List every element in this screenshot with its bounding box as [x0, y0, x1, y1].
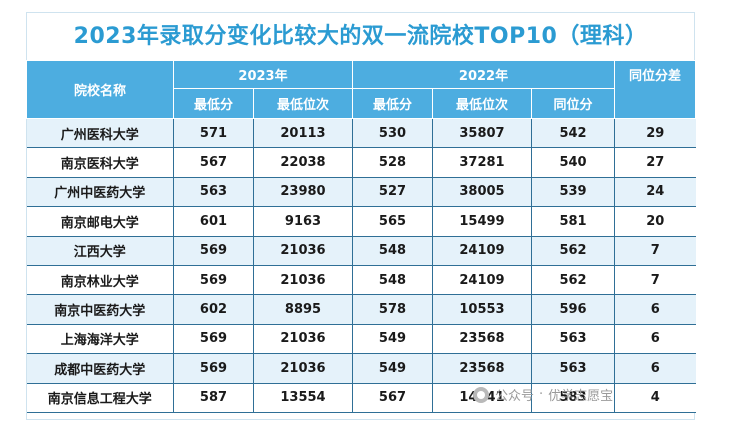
cell-min-score-2022: 527 — [352, 177, 433, 208]
cell-min-score-2022: 567 — [352, 383, 433, 413]
cell-min-rank-2023: 20113 — [253, 118, 353, 149]
table-row: 成都中医药大学 569 21036 549 23568 563 6 — [26, 353, 696, 384]
table-row: 上海海洋大学 569 21036 549 23568 563 6 — [26, 324, 696, 355]
table-row: 南京医科大学 567 22038 528 37281 540 27 — [26, 147, 696, 178]
header-score-diff: 同位分差 — [614, 60, 697, 119]
table-row: 广州中医药大学 563 23980 527 38005 539 24 — [26, 177, 696, 208]
table-row: 南京林业大学 569 21036 548 24109 562 7 — [26, 265, 696, 296]
cell-min-rank-2022: 35807 — [432, 118, 532, 149]
cell-equiv-score: 540 — [530, 147, 615, 178]
cell-min-rank-2022: 24109 — [432, 236, 532, 266]
cell-min-score-2022: 548 — [352, 236, 433, 266]
cell-min-score-2022: 528 — [352, 147, 433, 178]
cell-min-rank-2022: 23568 — [432, 324, 532, 355]
cell-min-rank-2023: 13554 — [253, 383, 353, 413]
watermark-public: 公众号 — [495, 389, 535, 404]
cell-equiv-score: 596 — [530, 294, 615, 325]
cell-min-rank-2023: 9163 — [253, 206, 353, 237]
cell-equiv-score: 581 — [530, 206, 615, 237]
cell-school: 广州中医药大学 — [26, 177, 174, 208]
cell-school: 南京中医药大学 — [26, 294, 174, 325]
cell-equiv-score: 562 — [530, 265, 615, 296]
cell-score-diff: 24 — [614, 177, 696, 208]
header-year-2022: 2022年 — [351, 60, 616, 89]
table-row: 南京邮电大学 601 9163 565 15499 581 20 — [26, 206, 696, 237]
header-year-2023: 2023年 — [173, 60, 353, 89]
cell-min-score-2022: 548 — [352, 265, 433, 296]
cell-min-rank-2023: 23980 — [253, 177, 353, 208]
cell-min-rank-2023: 21036 — [253, 324, 353, 355]
cell-min-score-2022: 565 — [352, 206, 433, 237]
wechat-logo-icon — [473, 386, 489, 403]
cell-min-rank-2022: 37281 — [432, 147, 532, 178]
cell-min-score-2023: 569 — [173, 324, 254, 355]
cell-min-rank-2022: 24109 — [432, 265, 532, 296]
table-body: 广州医科大学 571 20113 530 35807 542 29 南京医科大学 567 2203… — [26, 118, 696, 413]
cell-min-rank-2023: 22038 — [253, 147, 353, 178]
header-min-score-2023: 最低分 — [173, 88, 254, 119]
cell-min-score-2023: 569 — [173, 236, 254, 266]
header-min-score-2022: 最低分 — [352, 88, 433, 119]
cell-min-score-2022: 578 — [352, 294, 433, 325]
watermark-sep: · — [539, 387, 544, 402]
cell-min-score-2023: 567 — [173, 147, 254, 178]
cell-min-rank-2023: 8895 — [253, 294, 353, 325]
cell-min-score-2022: 549 — [352, 353, 433, 384]
cell-school: 成都中医药大学 — [26, 353, 174, 384]
cell-equiv-score: 563 — [530, 324, 615, 355]
header-school: 院校名称 — [26, 60, 174, 119]
page-title: 2023年录取分变化比较大的双一流院校TOP10（理科） — [73, 24, 648, 49]
cell-score-diff: 6 — [614, 294, 696, 325]
cell-score-diff: 6 — [614, 353, 696, 384]
cell-equiv-score: 542 — [530, 118, 615, 149]
cell-equiv-score: 539 — [530, 177, 615, 208]
cell-school: 南京医科大学 — [26, 147, 174, 178]
table-row: 南京信息工程大学58713554567146415834 — [26, 383, 696, 413]
table-row: 南京中医药大学 602 8895 578 10553 596 6 — [26, 294, 696, 325]
header-min-rank-2022: 最低位次 — [432, 88, 532, 119]
cell-min-score-2022: 549 — [352, 324, 433, 355]
cell-min-rank-2023: 21036 — [253, 265, 353, 296]
table-row: 江西大学 569 21036 548 24109 562 7 — [26, 236, 696, 266]
watermark-name: 优学志愿宝 — [548, 389, 614, 404]
cell-min-score-2023: 587 — [173, 383, 254, 413]
cell-min-rank-2023: 21036 — [253, 353, 353, 384]
cell-equiv-score: 562 — [530, 236, 615, 266]
cell-score-diff: 29 — [614, 118, 696, 149]
cell-score-diff: 7 — [614, 265, 696, 296]
ranking-table: 院校名称 2023年 2022年 同位分差 最低分 最低位次 最低分 最低位次 … — [26, 60, 697, 413]
cell-equiv-score: 583 — [530, 383, 615, 413]
cell-min-score-2023: 571 — [173, 118, 254, 149]
cell-min-rank-2022: 23568 — [432, 353, 532, 384]
cell-min-score-2023: 563 — [173, 177, 254, 208]
cell-min-score-2023: 569 — [173, 265, 254, 296]
cell-score-diff: 20 — [614, 206, 696, 237]
cell-min-score-2023: 601 — [173, 206, 254, 237]
cell-school: 上海海洋大学 — [26, 324, 174, 355]
cell-min-score-2023: 602 — [173, 294, 254, 325]
cell-min-score-2023: 569 — [173, 353, 254, 384]
cell-score-diff: 7 — [614, 236, 696, 266]
cell-min-rank-2023: 21036 — [253, 236, 353, 266]
cell-min-rank-2022: 15499 — [432, 206, 532, 237]
cell-school: 南京邮电大学 — [26, 206, 174, 237]
table-row: 广州医科大学 571 20113 530 35807 542 29 — [26, 118, 696, 149]
cell-min-rank-2022: 38005 — [432, 177, 532, 208]
header-equiv-score: 同位分 — [530, 88, 616, 119]
cell-min-score-2022: 530 — [352, 118, 433, 149]
cell-score-diff: 4 — [614, 383, 696, 413]
cell-school: 广州医科大学 — [26, 118, 174, 149]
watermark: 公众号 · 优学志愿宝 — [473, 385, 618, 404]
header-min-rank-2023: 最低位次 — [253, 88, 353, 119]
cell-school: 南京信息工程大学 — [26, 383, 174, 413]
cell-school: 南京林业大学 — [26, 265, 174, 296]
cell-score-diff: 6 — [614, 324, 696, 355]
cell-score-diff: 27 — [614, 147, 696, 178]
cell-school: 江西大学 — [26, 236, 174, 266]
cell-min-rank-2022: 10553 — [432, 294, 532, 325]
cell-equiv-score: 563 — [530, 353, 615, 384]
